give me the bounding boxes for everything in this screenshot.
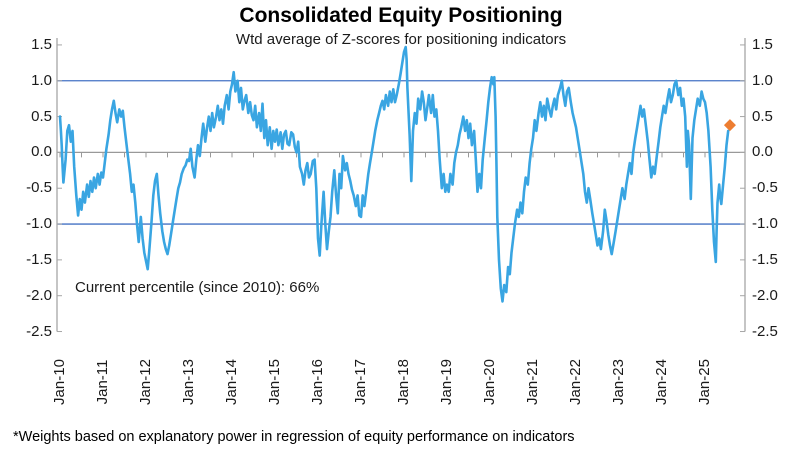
x-tick-label: Jan-22 bbox=[567, 359, 584, 405]
x-tick-label: Jan-10 bbox=[51, 359, 68, 405]
y-tick-label-left: -1.5 bbox=[26, 250, 52, 268]
y-tick-label-left: 0.0 bbox=[31, 143, 52, 161]
y-tick-label-right: -1.5 bbox=[752, 250, 778, 268]
chart-footnote: *Weights based on explanatory power in r… bbox=[13, 429, 575, 445]
x-tick-label: Jan-14 bbox=[223, 359, 240, 405]
y-tick-label-left: -1.0 bbox=[26, 215, 52, 233]
x-tick-label: Jan-18 bbox=[395, 359, 412, 405]
x-tick-label: Jan-24 bbox=[653, 359, 670, 405]
x-tick-label: Jan-23 bbox=[610, 359, 627, 405]
x-tick-label: Jan-21 bbox=[524, 359, 541, 405]
x-tick-label: Jan-12 bbox=[137, 359, 154, 405]
x-tick-label: Jan-25 bbox=[696, 359, 713, 405]
percentile-annotation: Current percentile (since 2010): 66% bbox=[75, 279, 320, 296]
y-tick-label-right: -1.0 bbox=[752, 215, 778, 233]
y-tick-label-right: -2.5 bbox=[752, 322, 778, 340]
x-tick-label: Jan-19 bbox=[438, 359, 455, 405]
x-tick-label: Jan-20 bbox=[481, 359, 498, 405]
y-tick-label-left: 1.5 bbox=[31, 35, 52, 53]
y-tick-label-right: 0.0 bbox=[752, 143, 773, 161]
latest-value-diamond-icon bbox=[723, 119, 736, 132]
y-tick-label-left: -2.0 bbox=[26, 286, 52, 304]
y-tick-label-left: 1.0 bbox=[31, 71, 52, 89]
x-tick-label: Jan-15 bbox=[266, 359, 283, 405]
y-tick-label-left: -2.5 bbox=[26, 322, 52, 340]
y-tick-label-right: 1.0 bbox=[752, 71, 773, 89]
chart-subtitle: Wtd average of Z-scores for positioning … bbox=[235, 31, 567, 48]
y-tick-label-left: 0.5 bbox=[31, 107, 52, 125]
y-tick-label-left: -0.5 bbox=[26, 179, 52, 197]
y-tick-label-right: 1.5 bbox=[752, 35, 773, 53]
y-tick-label-right: -2.0 bbox=[752, 286, 778, 304]
y-tick-label-right: 0.5 bbox=[752, 107, 773, 125]
y-tick-label-right: -0.5 bbox=[752, 179, 778, 197]
x-tick-label: Jan-17 bbox=[352, 359, 369, 405]
x-tick-label: Jan-16 bbox=[309, 359, 326, 405]
chart-title: Consolidated Equity Positioning bbox=[239, 4, 563, 27]
x-tick-label: Jan-13 bbox=[180, 359, 197, 405]
x-tick-label: Jan-11 bbox=[94, 359, 111, 405]
positioning-series-line bbox=[58, 45, 730, 303]
